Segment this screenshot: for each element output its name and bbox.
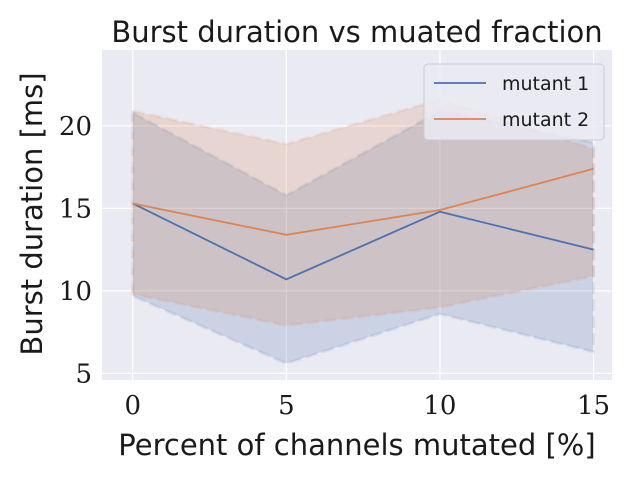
chart-title: Burst duration vs muated fraction [111, 15, 602, 49]
legend-label-mutant-2: mutant 2 [502, 109, 589, 131]
x-tick-label: 15 [577, 391, 610, 421]
y-tick-label: 15 [59, 194, 92, 224]
x-tick-label: 0 [124, 391, 141, 421]
x-tick-label: 10 [423, 391, 456, 421]
confidence-band-series-2 [131, 97, 596, 328]
series-line-2 [132, 167, 594, 236]
series-line-1 [132, 202, 594, 281]
y-tick-label: 5 [75, 359, 92, 389]
confidence-band-series-1 [131, 109, 596, 366]
legend-label-mutant-1: mutant 1 [502, 73, 589, 95]
x-axis-label: Percent of channels mutated [%] [118, 428, 595, 462]
x-tick-labels: 0 5 10 15 [124, 391, 610, 421]
x-tick-label: 5 [278, 391, 295, 421]
y-tick-label: 20 [59, 112, 92, 142]
y-tick-label: 10 [59, 277, 92, 307]
legend: mutant 1 mutant 2 [423, 63, 605, 141]
y-tick-labels: 5 10 15 20 [59, 112, 92, 390]
y-axis-label: Burst duration [ms] [15, 72, 49, 355]
